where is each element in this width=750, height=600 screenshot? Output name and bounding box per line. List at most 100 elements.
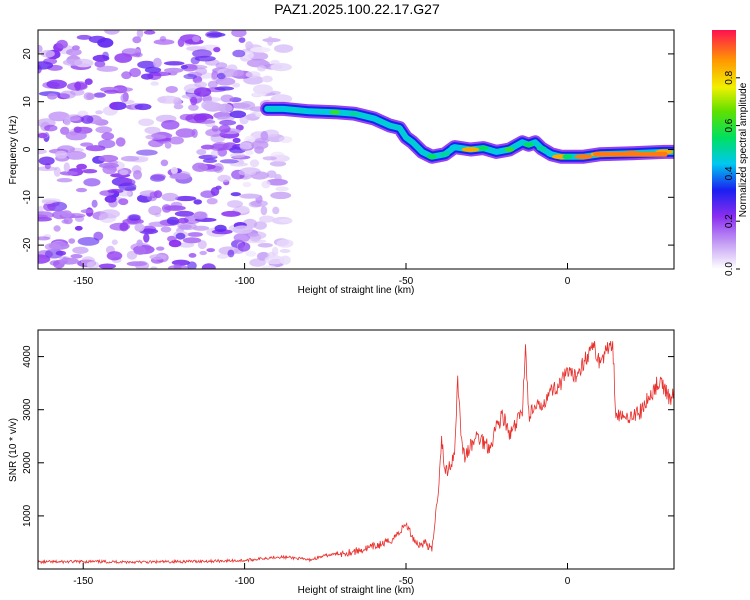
noise-blob (63, 162, 70, 173)
x-tick-label: -150 (73, 576, 93, 587)
noise-blob (182, 237, 202, 244)
y-tick-label: 10 (22, 96, 33, 108)
noise-blob (177, 38, 185, 47)
noise-blob (112, 87, 133, 92)
noise-blob (129, 67, 142, 78)
noise-blob (193, 199, 202, 205)
noise-blob (56, 39, 68, 49)
noise-blob (274, 44, 294, 53)
noise-blob (190, 96, 198, 106)
noise-blob (229, 110, 247, 119)
spectrogram-y-axis-label: Frequency (Hz) (8, 116, 19, 185)
noise-blob (219, 119, 237, 126)
noise-blob (38, 211, 54, 219)
noise-blob (245, 250, 257, 257)
ridge-point (368, 115, 379, 121)
noise-region (38, 30, 294, 269)
noise-blob (217, 174, 231, 183)
noise-blob (136, 239, 143, 247)
noise-blob (59, 257, 79, 265)
noise-blob (118, 198, 129, 206)
noise-blob (67, 115, 81, 122)
snr-y-axis-label: SNR (10 * v/v) (8, 418, 19, 482)
noise-blob (249, 258, 266, 267)
noise-blob (85, 145, 106, 152)
noise-blob (262, 156, 278, 161)
noise-blob (38, 156, 55, 166)
ridge-point (426, 154, 437, 160)
noise-blob (276, 239, 294, 248)
noise-blob (80, 142, 93, 147)
x-tick-label: -50 (399, 276, 414, 287)
noise-blob (145, 134, 167, 140)
noise-blob (83, 178, 101, 187)
noise-blob (232, 137, 241, 144)
noise-blob (144, 66, 162, 74)
noise-blob (141, 73, 154, 80)
noise-blob (110, 102, 118, 110)
noise-blob (160, 226, 172, 233)
noise-blob (38, 236, 51, 241)
noise-blob (267, 36, 274, 46)
noise-blob (84, 78, 93, 85)
noise-blob (149, 191, 157, 199)
noise-blob (76, 34, 92, 40)
noise-blob (214, 224, 227, 232)
noise-blob (136, 30, 144, 38)
noise-blob (221, 210, 241, 217)
noise-blob (95, 110, 103, 115)
noise-blob (238, 37, 246, 43)
noise-blob (233, 205, 250, 214)
noise-blob (252, 84, 273, 95)
noise-blob (214, 86, 235, 91)
ridge-point (439, 151, 450, 157)
noise-blob (180, 64, 189, 70)
spectrogram-y-ticks: -20 -10 0 10 20 (22, 48, 674, 252)
noise-blob (61, 210, 72, 218)
noise-blob (194, 87, 212, 97)
noise-blob (41, 199, 54, 205)
noise-blob (153, 39, 175, 45)
noise-blob (219, 159, 239, 164)
noise-blob (44, 124, 58, 132)
noise-blob (126, 250, 138, 260)
y-tick-label: -20 (22, 237, 33, 252)
noise-blob (251, 140, 269, 150)
noise-blob (260, 130, 269, 141)
noise-blob (156, 246, 165, 251)
noise-blob (132, 36, 142, 44)
noise-blob (227, 249, 235, 258)
noise-blob (245, 71, 261, 78)
x-tick-label: -50 (399, 576, 414, 587)
noise-blob (237, 242, 251, 252)
noise-blob (150, 81, 159, 86)
ridge-point (278, 106, 289, 112)
ridge-point (574, 154, 593, 160)
noise-blob (223, 68, 238, 78)
spectrogram-frame (37, 29, 675, 270)
ridge-point (523, 142, 534, 148)
noise-blob (187, 232, 203, 237)
noise-blob (245, 41, 254, 51)
noise-blob (175, 128, 196, 138)
noise-blob (144, 126, 161, 135)
colorbar-ticks: 0.0 0.2 0.4 0.6 0.8 (724, 70, 740, 276)
noise-blob (148, 221, 169, 227)
noise-blob (253, 221, 267, 230)
noise-blob (149, 254, 167, 260)
y-tick-label: 1000 (22, 504, 33, 527)
noise-blob (86, 92, 95, 100)
noise-blob (187, 261, 197, 269)
noise-blob (136, 149, 158, 156)
noise-blob (177, 217, 189, 224)
noise-blob (192, 162, 208, 172)
noise-blob (118, 182, 137, 191)
noise-blob (43, 202, 56, 212)
noise-blob (270, 63, 292, 72)
noise-blob (48, 111, 70, 122)
noise-blob (68, 238, 76, 244)
colorbar-tick-label: 0.6 (724, 118, 735, 132)
noise-blob (185, 113, 207, 124)
noise-blob (138, 118, 155, 127)
snr-y-ticks: 1000 2000 3000 4000 (22, 345, 674, 527)
